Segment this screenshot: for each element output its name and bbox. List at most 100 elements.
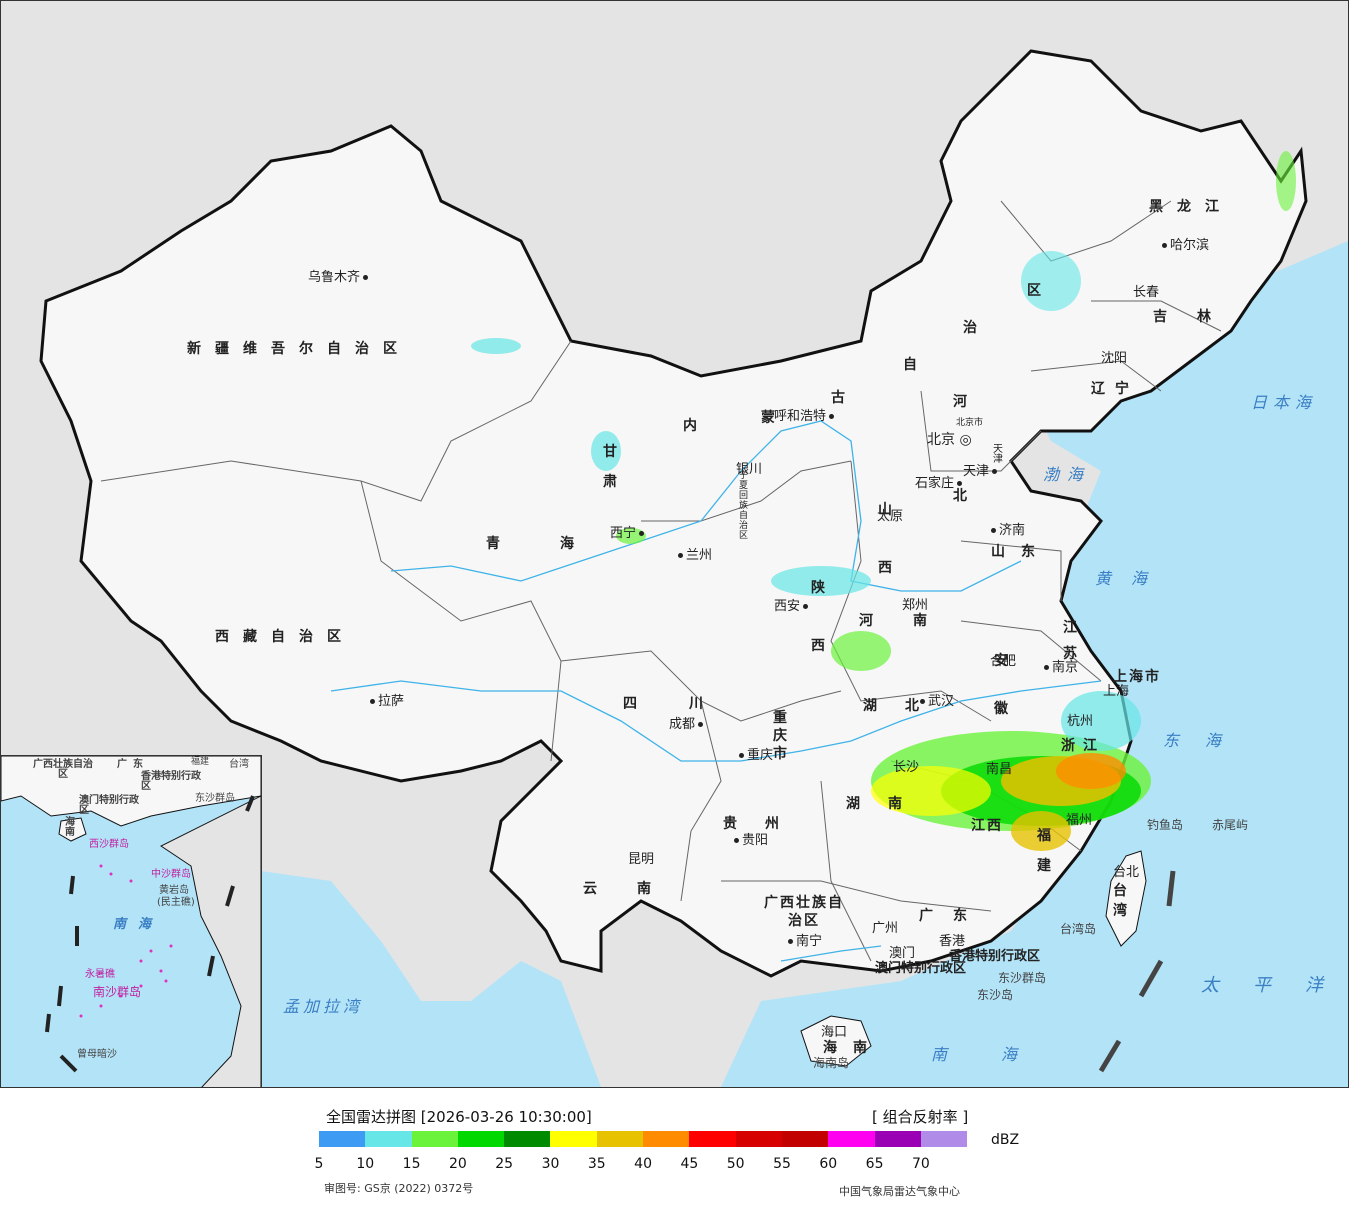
colorbar [319,1131,968,1147]
color-swatch [735,1131,782,1147]
city-dot [370,699,375,704]
south-china-sea-inset: 广西壮族自治区 广东 福建 台湾 香港特别行政区 澳门特别行政区 东沙群岛 海南… [1,755,262,1087]
province-label: 西藏自治区 [215,629,355,645]
legend-title: 全国雷达拼图 [2026-03-26 10:30:00] [326,1108,592,1126]
city-dot [734,838,739,843]
tick-label: 65 [865,1156,884,1172]
color-swatch [365,1131,412,1147]
city-dot [1044,665,1049,670]
inset-label: 广东 [117,759,149,770]
radar-echoes [471,151,1296,851]
island-label: 钓鱼岛 [1147,818,1184,832]
tick-label: 60 [819,1156,838,1172]
city-dot [363,275,369,280]
city-label: 澳门特别行政区 [875,961,967,976]
approval-number: 审图号: GS京 (2022) 0372号 [324,1182,474,1195]
sea-label: 渤海 [1043,465,1092,484]
province-label: 江苏 [1063,620,1077,662]
data-source: 中国气象局雷达气象中心 [839,1185,960,1198]
city-label: 长春 [1133,285,1160,300]
city-label: 拉萨 [367,695,404,708]
inset-label: 西沙群岛 [89,839,129,850]
city-dot [739,753,744,758]
province-label: 四川 [623,696,755,712]
inset-label: 东沙群岛 [195,793,235,804]
province-label: 河 [953,394,981,410]
province-label: 黑龙江 [1149,199,1233,215]
city-label: 广州 [872,921,899,936]
legend-panel: 全国雷达拼图 [2026-03-26 10:30:00] [ 组合反射率 ] d… [0,1088,1349,1208]
city-dot [920,699,925,704]
sea-area [721,241,1348,1087]
color-swatch [781,1131,829,1147]
tick-label: 10 [356,1156,375,1172]
tick-label: 25 [495,1156,514,1172]
province-label: 河南 [859,613,967,629]
city-label: 南昌 [986,762,1013,777]
province-label: 北 [953,488,981,504]
city-label: 银川 [736,462,763,477]
inset-label: 永暑礁 [85,969,115,980]
island-label: 海南岛 [813,1056,850,1070]
sea-label: 孟加拉湾 [283,997,364,1016]
map-base [39,49,1348,1087]
province-label: 重庆市 [773,710,787,762]
color-swatch [828,1131,875,1147]
province-label: 湖北 [863,698,947,714]
city-label: 南宁 [785,935,822,948]
city-label: 哈尔滨 [1159,239,1209,252]
tick-label: 15 [402,1156,421,1172]
province-label: 宁夏回族自治区 [739,471,749,541]
color-swatch [457,1131,505,1147]
inset-base [1,756,261,1087]
inset-label: 黄岩岛 [159,885,189,896]
tick-label: 70 [911,1156,930,1172]
unit-label: dBZ [991,1132,1020,1148]
inset-label: 南海 [113,917,164,932]
province-label: 上海市 [1113,669,1161,685]
color-swatch [596,1131,644,1147]
city-label: 台北 [1113,865,1140,880]
bengal-sea [261,871,601,1087]
inset-label: 台湾 [229,759,249,770]
province-label: 古 [831,390,859,406]
province-label: 湖南 [846,796,930,812]
taiwan-island [1105,850,1147,947]
city-dot [639,531,645,536]
province-label: 甘肃 [603,444,617,490]
inset-label: 香港特别行政区 [141,771,201,792]
province-label: 山东 [991,544,1051,560]
tick-label: 40 [634,1156,652,1172]
province-label: 海南 [823,1040,883,1056]
city-label: 呼和浩特 [774,410,837,423]
island-label: 台湾岛 [1060,922,1097,936]
province-label: 蒙 [761,410,789,426]
city-label: 上海 [1103,684,1130,699]
city-label: 石家庄 [915,477,965,490]
sea-label: 东海 [1163,731,1248,750]
province-label: 浙江 [1061,738,1105,754]
city-label: 郑州 [902,598,929,613]
boundary-dashes [1098,870,1176,1073]
color-swatch [550,1131,597,1147]
sea-label: 日本海 [1251,393,1318,412]
inset-label: 南沙群岛 [93,985,142,999]
city-label: 济南 [988,524,1025,537]
tick-label: 5 [314,1156,324,1172]
province-label: 辽宁 [1091,381,1139,397]
province-label: 福建 [1037,828,1051,874]
tick-label: 45 [680,1156,699,1172]
province-label: 山西 [878,502,892,576]
city-dot [991,528,996,533]
city-label: 重庆 [736,749,773,762]
city-label: 贵阳 [731,834,768,847]
color-swatch [643,1131,690,1147]
color-swatch [920,1131,968,1147]
city-label: 长沙 [893,760,920,775]
inset-label: 广西壮族自治区 [33,759,93,780]
city-label: 西宁 [610,527,647,540]
city-label: 北京 ◎ [927,432,972,448]
tick-label: 50 [726,1156,745,1172]
province-label: 治 [963,320,991,336]
city-label: 武汉 [917,695,954,708]
